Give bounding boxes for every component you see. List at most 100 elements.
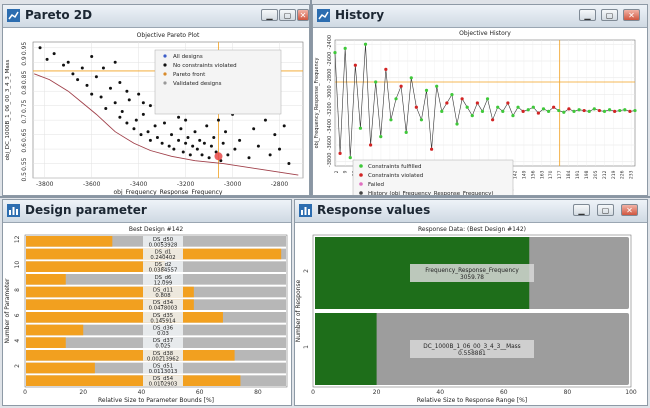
design-point xyxy=(45,57,49,61)
x-tick-label: 233 xyxy=(629,170,635,179)
close-button[interactable]: ✕ xyxy=(621,204,638,216)
history-point xyxy=(526,108,530,112)
maximize-button[interactable]: ▢ xyxy=(597,204,614,216)
label-box xyxy=(143,350,183,361)
history-point xyxy=(394,97,398,101)
parameter-bar xyxy=(26,261,165,272)
history-point xyxy=(440,109,444,113)
history-plot[interactable]: Objective History -2400 -2600 -2800-3000 -32… xyxy=(313,28,647,196)
minimize-button[interactable]: ▁ xyxy=(579,9,596,21)
horizontal-splitter[interactable] xyxy=(0,196,650,198)
bar-value: 12.099 xyxy=(154,280,173,286)
maximize-button[interactable]: ▢ xyxy=(279,9,296,21)
y-tick-label: 0.55 xyxy=(21,157,28,171)
x-tick-label: 170 xyxy=(548,170,554,179)
legend-box xyxy=(154,49,282,115)
history-point xyxy=(465,105,469,109)
label-box xyxy=(143,286,183,298)
design-titlebar[interactable]: Design parameter xyxy=(3,200,291,223)
design-point xyxy=(141,112,145,116)
label-box xyxy=(143,324,183,336)
design-point xyxy=(184,141,188,145)
y-tick-label: -2400 xyxy=(327,35,333,50)
x-tick-label: 60 xyxy=(196,389,204,396)
maximize-button[interactable]: ▢ xyxy=(601,9,618,21)
response-window[interactable]: Response values ▁ ▢ ✕ Response Data: (Be… xyxy=(294,199,648,406)
history-point xyxy=(572,109,576,113)
bar-name: DS_d6 xyxy=(155,275,172,281)
y-axis-label: Number of Parameter xyxy=(4,278,11,343)
minimize-button[interactable]: ▁ xyxy=(573,204,590,216)
bar-value: 0.0113013 xyxy=(149,369,178,375)
x-tick-label: 149 xyxy=(521,170,527,179)
history-point xyxy=(389,118,393,122)
y-tick-label: 8 xyxy=(14,288,21,292)
history-point xyxy=(430,147,434,151)
design-point xyxy=(282,124,286,128)
history-point xyxy=(445,101,449,105)
plot-area xyxy=(334,39,636,167)
history-window[interactable]: History ▁ ▢ ✕ Objective History -2400 -260… xyxy=(312,4,648,196)
close-button[interactable]: ✕ xyxy=(623,9,640,21)
design-point xyxy=(233,147,237,151)
history-point xyxy=(506,101,510,105)
legend-symbol xyxy=(163,63,167,67)
x-tick-label: -2800 xyxy=(271,181,289,188)
history-point xyxy=(384,67,388,71)
x-tick-label: -3600 xyxy=(83,181,101,188)
history-point xyxy=(480,109,485,113)
close-button[interactable]: ✕ xyxy=(297,9,309,21)
response-titlebar[interactable]: Response values ▁ ▢ ✕ xyxy=(295,200,647,223)
design-point xyxy=(108,86,112,90)
minimize-button[interactable]: ▁ xyxy=(261,9,278,21)
history-point xyxy=(587,109,591,113)
x-tick-label: 80 xyxy=(564,389,572,396)
x-tick-label: 177 xyxy=(557,170,563,179)
design-point xyxy=(146,130,150,134)
pareto-front-line xyxy=(34,73,299,176)
bar-name: DS_d51 xyxy=(153,364,173,370)
x-axis-label: obj_Frequency_Response_Frequency xyxy=(114,189,223,196)
pareto-window[interactable]: Pareto 2D ▁ ▢ ✕ Objective Pareto Plot -38… xyxy=(2,4,310,196)
design-point xyxy=(155,135,159,139)
history-point xyxy=(368,143,373,147)
y-tick-label: 1 xyxy=(303,345,310,349)
history-titlebar[interactable]: History ▁ ▢ ✕ xyxy=(313,5,647,28)
legend-entry: History (obj_Frequency_Response_Frequenc… xyxy=(368,191,493,196)
design-window[interactable]: Design parameter Best Design #142 DS_d50 0… xyxy=(2,199,292,406)
design-point xyxy=(99,95,103,99)
legend: All designs No constraints violated Pareto… xyxy=(154,49,282,115)
x-tick-label: -3400 xyxy=(130,181,148,188)
history-point xyxy=(379,135,383,139)
history-point xyxy=(597,108,602,113)
legend-symbol xyxy=(359,182,363,186)
pareto-plot[interactable]: Objective Pareto Plot -3800 -3600 -3400 -320… xyxy=(3,28,309,196)
y-tick-label: -2600 xyxy=(327,52,333,67)
design-point xyxy=(177,115,181,119)
y-tick-label: 0.65 xyxy=(21,128,28,142)
design-point xyxy=(202,141,206,145)
x-tick-label: 184 xyxy=(566,170,572,179)
y-tick-label: -3600 xyxy=(327,136,333,151)
legend-symbol xyxy=(163,72,167,76)
design-point xyxy=(167,144,171,148)
response-values-chart[interactable]: Response Data: (Best Design #142) Frequen… xyxy=(295,223,647,406)
legend-symbol xyxy=(163,54,167,58)
x-tick-label: 40 xyxy=(138,389,146,396)
history-point xyxy=(424,88,429,92)
bar-chart-icon xyxy=(7,204,20,217)
design-point xyxy=(134,118,138,122)
design-point xyxy=(118,81,122,85)
design-point xyxy=(172,147,176,151)
history-point xyxy=(592,107,596,111)
history-point xyxy=(333,51,337,55)
label-box xyxy=(143,274,183,285)
x-tick-label: 2 xyxy=(334,170,340,173)
history-point xyxy=(358,126,363,130)
pareto-titlebar[interactable]: Pareto 2D ▁ ▢ ✕ xyxy=(3,5,309,28)
design-point xyxy=(90,54,94,58)
bar-name: DS_d37 xyxy=(153,338,173,344)
bar-value: 0.0053928 xyxy=(149,242,178,248)
vertical-splitter[interactable] xyxy=(310,0,312,196)
